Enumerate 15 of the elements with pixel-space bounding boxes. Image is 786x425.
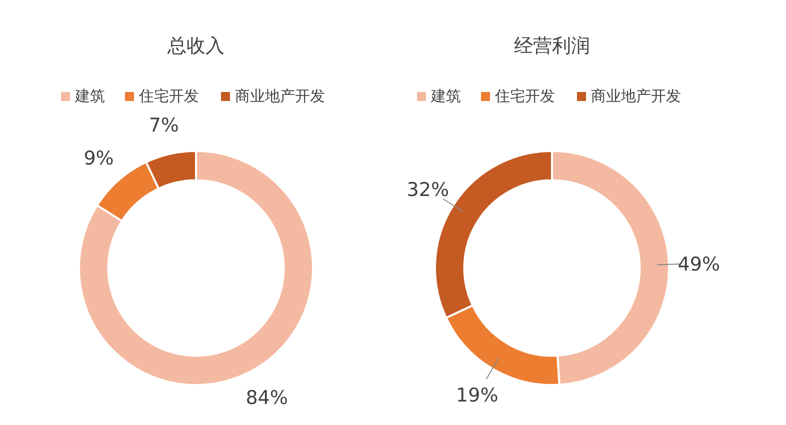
donut-slice	[78, 150, 314, 386]
chart-title: 经营利润	[514, 35, 590, 57]
data-label: 84%	[246, 386, 288, 409]
legend-label: 住宅开发	[138, 87, 199, 105]
legend-label: 建筑	[74, 87, 105, 105]
data-label: 32%	[406, 179, 449, 202]
chart-title: 总收入	[166, 35, 224, 57]
data-label: 9%	[84, 148, 114, 170]
data-label: 19%	[456, 384, 498, 407]
legend-label: 住宅开发	[494, 87, 555, 105]
legend-label: 建筑	[430, 87, 461, 105]
data-label: 49%	[678, 253, 720, 276]
legend-label: 商业地产开发	[591, 87, 681, 105]
legend-label: 商业地产开发	[235, 87, 325, 105]
data-label: 7%	[148, 114, 180, 137]
